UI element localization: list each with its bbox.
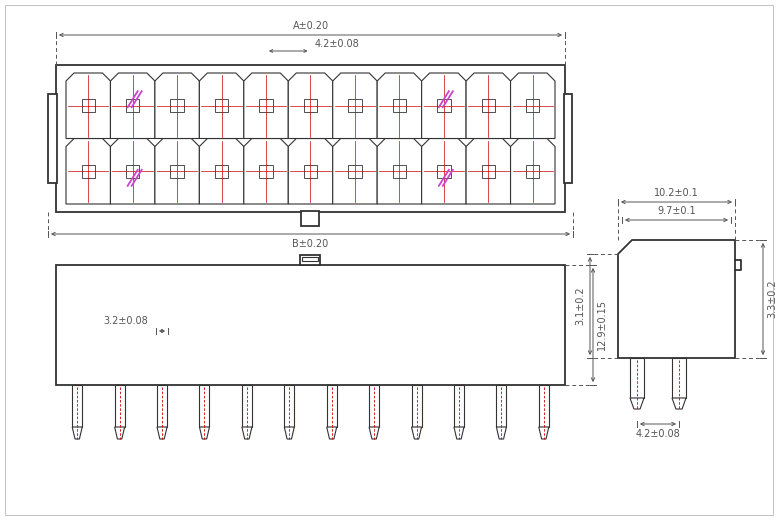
Bar [437,99,450,112]
Polygon shape [244,138,289,204]
Polygon shape [422,138,466,204]
Bar [302,211,320,226]
Bar [82,99,95,112]
Bar [259,99,273,112]
Bar [215,99,228,112]
Polygon shape [242,427,252,439]
Polygon shape [422,73,466,138]
Polygon shape [510,138,555,204]
Text: 9.7±0.1: 9.7±0.1 [657,206,696,216]
Polygon shape [333,73,377,138]
Bar [412,385,422,427]
Polygon shape [412,427,422,439]
Polygon shape [199,73,244,138]
Polygon shape [199,138,244,204]
Bar [349,165,362,178]
Polygon shape [510,73,555,138]
Polygon shape [289,138,333,204]
Polygon shape [672,398,686,409]
Text: 3.2±0.08: 3.2±0.08 [103,316,148,326]
Polygon shape [496,427,506,439]
Polygon shape [466,73,510,138]
Text: 3.1±0.2: 3.1±0.2 [575,287,585,326]
Bar [303,257,318,261]
Polygon shape [244,73,289,138]
Bar [304,165,317,178]
Bar [369,385,379,427]
Polygon shape [66,73,110,138]
Polygon shape [333,138,377,204]
Bar [630,358,644,398]
Bar [199,385,209,427]
Polygon shape [110,138,155,204]
Text: 3.3±0.2: 3.3±0.2 [767,280,777,318]
Bar [526,99,539,112]
Polygon shape [199,427,209,439]
Text: B±0.20: B±0.20 [293,239,328,249]
Polygon shape [66,138,110,204]
Polygon shape [72,427,82,439]
Polygon shape [157,427,167,439]
Bar [157,385,167,427]
Bar [126,99,139,112]
Polygon shape [155,73,199,138]
Text: A±0.20: A±0.20 [293,21,328,31]
Bar [349,99,362,112]
Polygon shape [377,73,422,138]
Bar [242,385,252,427]
Bar [393,99,406,112]
Bar [496,385,506,427]
Bar [284,385,294,427]
Bar [539,385,548,427]
Polygon shape [377,138,422,204]
Bar [482,165,495,178]
Polygon shape [327,427,337,439]
Text: 4.2±0.08: 4.2±0.08 [636,429,681,439]
Bar [56,265,565,385]
Bar [304,99,317,112]
Polygon shape [618,240,735,358]
Polygon shape [630,398,644,409]
Polygon shape [114,427,124,439]
Polygon shape [289,73,333,138]
Bar [72,385,82,427]
Polygon shape [454,427,464,439]
Bar [170,165,184,178]
Polygon shape [284,427,294,439]
Bar [564,95,572,183]
Bar [454,385,464,427]
Polygon shape [539,427,548,439]
Bar [215,165,228,178]
Bar [482,99,495,112]
Text: 10.2±0.1: 10.2±0.1 [654,188,699,198]
Bar [56,65,565,212]
Bar [126,165,139,178]
Bar [327,385,337,427]
Bar [170,99,184,112]
Bar [393,165,406,178]
Bar [48,95,57,183]
Polygon shape [466,138,510,204]
Bar [259,165,273,178]
Bar [526,165,539,178]
Polygon shape [369,427,379,439]
Text: 4.2±0.08: 4.2±0.08 [314,39,359,49]
Bar [437,165,450,178]
Text: 12.9±0.15: 12.9±0.15 [597,300,607,350]
Bar [300,255,321,265]
Polygon shape [110,73,155,138]
Bar [672,358,686,398]
Polygon shape [155,138,199,204]
Bar [82,165,95,178]
Bar [114,385,124,427]
